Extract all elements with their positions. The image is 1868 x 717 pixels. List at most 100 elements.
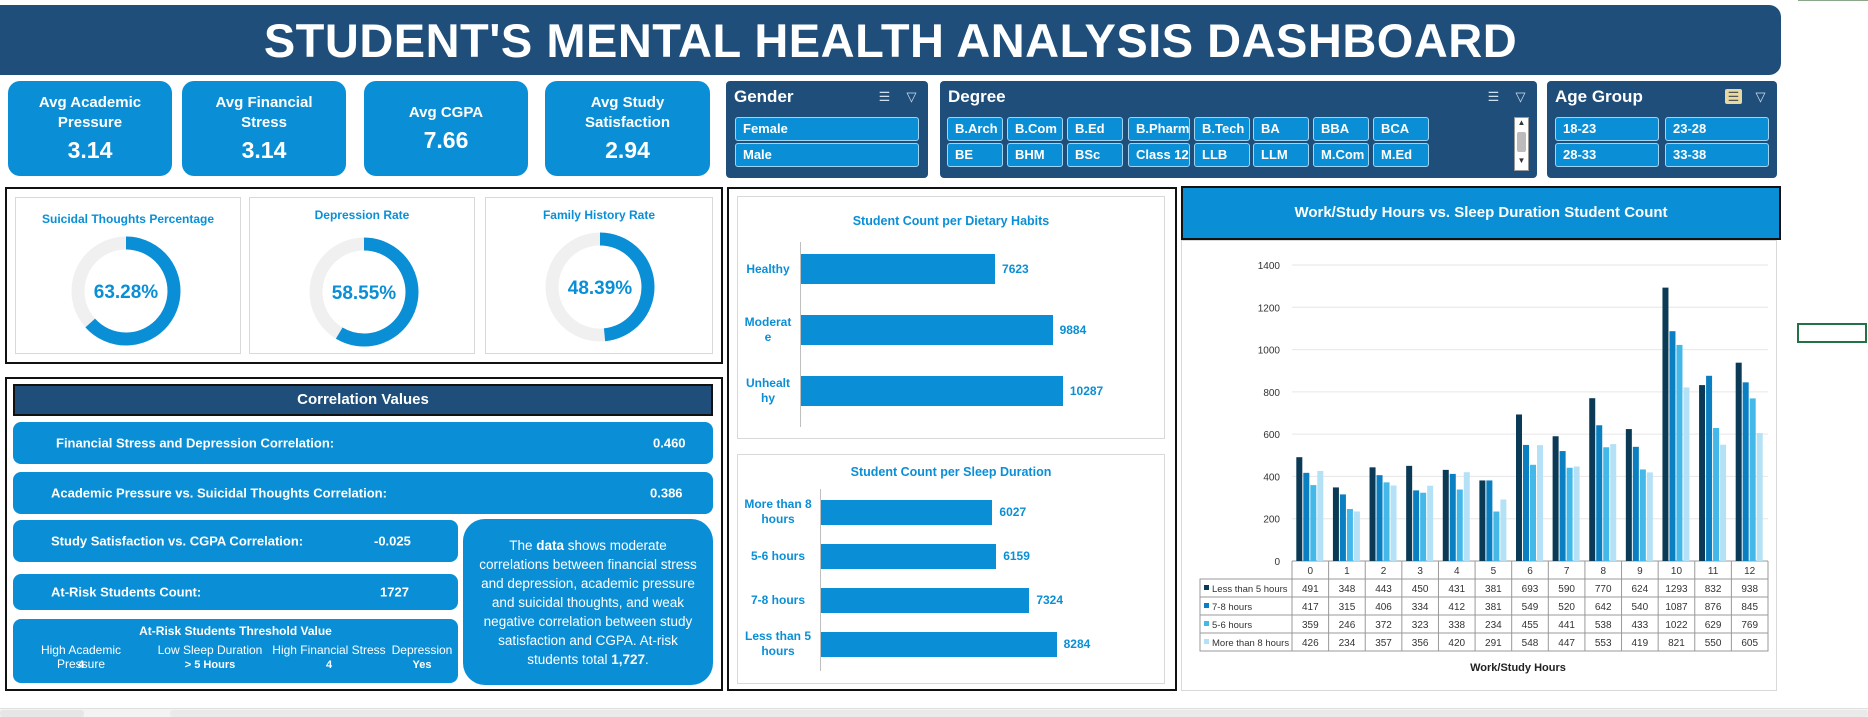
scroll-down-icon[interactable]: ▼ (1517, 156, 1526, 165)
column-bar (1610, 444, 1617, 561)
slicer-item-female[interactable]: Female (735, 117, 919, 141)
donut-card-depression: Depression Rate 58.55% (249, 197, 475, 354)
category-label: Less than 5 hours (744, 629, 812, 658)
column-bar (1756, 433, 1763, 561)
slicer-item-degree[interactable]: B.Com (1007, 117, 1063, 141)
x-tick-label: 11 (1708, 566, 1719, 577)
data-table-value: 412 (1448, 602, 1465, 613)
slicer-item-33-38[interactable]: 33-38 (1665, 143, 1769, 167)
column-bar (1669, 331, 1676, 561)
data-table-value: 381 (1485, 584, 1502, 595)
slicer-item-23-28[interactable]: 23-28 (1665, 117, 1769, 141)
slicer-item-degree[interactable]: BA (1253, 117, 1309, 141)
data-table-value: 348 (1339, 584, 1356, 595)
summary-text: shows moderate correlations between fina… (479, 538, 697, 667)
multi-select-icon[interactable]: ☰ (1725, 89, 1742, 104)
correlation-label: Academic Pressure vs. Suicidal Thoughts … (51, 485, 387, 501)
slicer-item-degree[interactable]: B.Tech (1194, 117, 1250, 141)
slicer-item-28-33[interactable]: 28-33 (1555, 143, 1659, 167)
slicer-item-degree[interactable]: Class 12 (1128, 143, 1190, 167)
kpi-card-financial-stress: Avg Financial Stress 3.14 (182, 81, 346, 176)
slicer-item-degree[interactable]: M.Ed (1373, 143, 1429, 167)
x-tick-label: 9 (1637, 566, 1643, 577)
slicer-item-male[interactable]: Male (735, 143, 919, 167)
slicer-title: Degree (948, 87, 1006, 106)
summary-text: The (509, 538, 537, 553)
data-table-value: 334 (1412, 602, 1429, 613)
y-tick-label: 1000 (1258, 346, 1281, 357)
kpi-label: Avg Academic Pressure (38, 94, 142, 131)
column-bar (1632, 446, 1639, 561)
column-bar (1479, 480, 1486, 561)
column-bar (1420, 492, 1427, 561)
scroll-up-icon[interactable]: ▲ (1517, 118, 1526, 127)
summary-emphasis: 1,727 (611, 652, 646, 667)
slicer-item-degree[interactable]: B.Pharm (1128, 117, 1190, 141)
column-bar (1296, 457, 1303, 561)
slicer-item-degree[interactable]: LLB (1194, 143, 1250, 167)
multi-select-icon[interactable]: ☰ (1487, 89, 1500, 104)
column-bar (1589, 398, 1596, 561)
data-table-value: 420 (1448, 638, 1465, 649)
data-label: 7623 (1002, 262, 1029, 276)
summary-emphasis: data (536, 538, 564, 553)
slicer-item-degree[interactable]: BCA (1373, 117, 1429, 141)
bar (821, 587, 1030, 613)
column-bar (1390, 485, 1397, 561)
multi-select-icon[interactable]: ☰ (878, 89, 891, 104)
clear-filter-icon[interactable]: ▽ (1755, 89, 1766, 104)
slicer-item-degree[interactable]: M.Com (1313, 143, 1369, 167)
kpi-label: Avg Financial Stress (215, 94, 313, 131)
data-table-value: 356 (1412, 638, 1429, 649)
column-bar (1596, 425, 1603, 561)
slicer-item-degree[interactable]: BHM (1007, 143, 1063, 167)
column-bar (1339, 494, 1346, 561)
slicer-item-degree[interactable]: BSc (1067, 143, 1123, 167)
donut-value: 63.28% (94, 282, 159, 303)
column-bar (1625, 429, 1632, 561)
slicer-item-18-23[interactable]: 18-23 (1555, 117, 1659, 141)
data-table-value: 443 (1375, 584, 1392, 595)
data-table-value: 431 (1448, 584, 1465, 595)
y-tick-label: 1200 (1258, 303, 1281, 314)
summary-box: The data shows moderate correlations bet… (463, 519, 713, 685)
data-table-value: 693 (1522, 584, 1539, 595)
slicer-item-degree[interactable]: BE (947, 143, 1003, 167)
scroll-thumb[interactable] (1517, 132, 1526, 152)
slicer-item-degree[interactable]: B.Arch (947, 117, 1003, 141)
sheet-tab-area[interactable] (0, 710, 84, 717)
slicer-item-degree[interactable]: BBA (1313, 117, 1369, 141)
data-label: 6027 (999, 505, 1027, 519)
at-risk-count-row: At-Risk Students Count: 1727 (13, 574, 458, 610)
data-table-value: 419 (1632, 638, 1649, 649)
data-table-value: 550 (1705, 638, 1722, 649)
sleep-duration-chart: Student Count per Sleep Duration More th… (737, 454, 1165, 684)
rates-panel: Suicidal Thoughts Percentage 63.28% Depr… (5, 187, 723, 364)
gridline (1798, 0, 1868, 1)
horizontal-scrollbar[interactable] (170, 710, 1868, 717)
column-bar (1749, 398, 1756, 561)
column-bar (1332, 487, 1339, 561)
kpi-value: 2.94 (605, 137, 650, 163)
slicer-item-degree[interactable]: B.Ed (1067, 117, 1123, 141)
correlation-label: Study Satisfaction vs. CGPA Correlation: (51, 533, 304, 549)
clear-filter-icon[interactable]: ▽ (1515, 89, 1526, 104)
slicer-item-degree[interactable]: LLM (1253, 143, 1309, 167)
column-bar (1603, 447, 1610, 561)
clear-filter-icon[interactable]: ▽ (906, 89, 917, 104)
correlation-row-academic-suicidal: Academic Pressure vs. Suicidal Thoughts … (13, 472, 713, 514)
data-label: 8284 (1063, 637, 1091, 651)
threshold-item-label: Depression (391, 643, 453, 657)
correlation-label: Financial Stress and Depression Correlat… (56, 435, 335, 451)
data-table-value: 845 (1741, 602, 1758, 613)
selected-cell[interactable] (1797, 323, 1867, 343)
legend-label: 5-6 hours (1212, 620, 1252, 631)
column-bar (1346, 508, 1353, 561)
slicer-scrollbar[interactable]: ▲ ▼ (1514, 117, 1529, 171)
column-bar (1676, 344, 1683, 561)
x-tick-label: 5 (1491, 566, 1497, 577)
column-bar (1639, 469, 1646, 561)
gender-slicer: Gender ☰ ▽ Female Male (726, 81, 928, 178)
data-table-value: 234 (1339, 638, 1356, 649)
column-bar (1662, 287, 1669, 561)
